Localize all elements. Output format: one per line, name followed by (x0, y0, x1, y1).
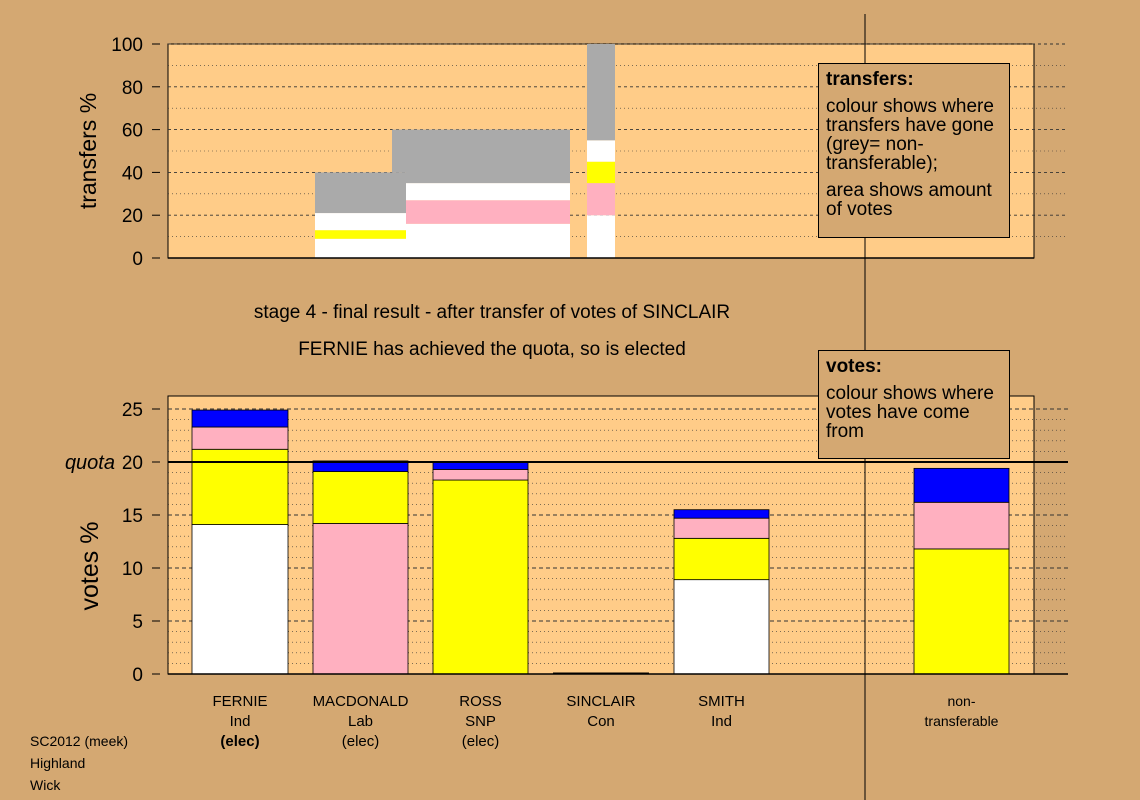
vote-segment-ind (191, 524, 289, 675)
votes-legend-text-1: colour shows where votes have come from (826, 383, 994, 442)
transfer-segment-Ind (587, 140, 615, 162)
votes-tick-label: 10 (122, 559, 143, 580)
vote-segment-lab (432, 469, 529, 481)
candidate-name-label: ROSS (459, 693, 502, 710)
candidate-status-label: (elec) (462, 733, 500, 750)
transfer-column (315, 172, 406, 258)
candidate-bar (673, 509, 770, 675)
transfer-column (587, 44, 615, 258)
candidate-party-label: Con (587, 713, 615, 730)
vote-segment-snp (191, 448, 289, 525)
votes-tick-label: 0 (132, 665, 143, 686)
transfer-segment-Ind (315, 213, 406, 231)
vote-segment-con (673, 509, 770, 519)
transfers-legend-text-2: area shows amount of votes (826, 180, 992, 220)
vote-segment-snp (312, 471, 409, 524)
vote-segment-lab (191, 426, 289, 450)
transfer-segment-SNP (315, 230, 406, 239)
candidate-status-label: (elec) (220, 733, 259, 750)
votes-legend: votes: colour shows where votes have com… (818, 350, 1010, 459)
votes-tick-label: 25 (122, 400, 143, 421)
footer-ward: Wick (30, 777, 61, 793)
footer-council: Highland (30, 755, 86, 771)
transfer-segment-Lab (406, 200, 570, 224)
votes-tick-label: 20 (122, 453, 143, 474)
footer-method: SC2012 (meek) (30, 733, 129, 749)
candidate-name-label: SMITH (698, 693, 745, 710)
transfers-tick-label: 60 (122, 121, 143, 142)
vote-segment-lab (673, 517, 770, 539)
transfers-legend-text-1: colour shows where transfers have gone (… (826, 96, 994, 174)
candidate-party-label: Ind (711, 713, 732, 730)
candidate-party-label: Lab (348, 713, 373, 730)
candidate-bar (191, 409, 289, 675)
votes-chart: 0 5 10 15 20 25 quota votes % FERNIE Ind (elec)… (65, 395, 1068, 750)
transfer-segment-SNP (587, 161, 615, 184)
transfers-tick-label: 100 (111, 35, 143, 56)
candidate-name-label: SINCLAIR (566, 693, 635, 710)
transfers-legend-title: transfers: (826, 69, 914, 90)
vote-segment-lab (312, 523, 409, 675)
transfer-column (406, 129, 570, 258)
stage-description: stage 4 - final result - after transfer … (254, 302, 730, 323)
transfers-tick-label: 40 (122, 163, 143, 184)
transfers-tick-label: 80 (122, 78, 143, 99)
election-outcome: FERNIE has achieved the quota, so is ele… (298, 339, 686, 360)
candidate-party-label: transferable (925, 713, 999, 729)
quota-label: quota (65, 452, 115, 474)
candidate-bar (312, 460, 409, 675)
transfer-segment-non-transferable (315, 172, 406, 214)
candidate-status-label: (elec) (342, 733, 380, 750)
candidate-party-label: Ind (230, 713, 251, 730)
votes-legend-title: votes: (826, 356, 882, 377)
votes-axis-label: votes % (76, 522, 104, 611)
candidate-name-label: MACDONALD (313, 693, 409, 710)
transfer-segment-non-transferable (406, 129, 570, 184)
candidate-bar (432, 461, 529, 675)
vote-segment-con (312, 460, 409, 472)
transfer-segment-Lab (587, 183, 615, 216)
vote-segment-ind (673, 579, 770, 675)
footer-info: SC2012 (meek) Highland Wick (30, 730, 128, 796)
transfer-segment-Ind (587, 215, 615, 258)
transfers-legend: transfers: colour shows where transfers … (818, 63, 1010, 238)
transfers-tick-label: 0 (132, 249, 143, 270)
votes-tick-label: 5 (132, 612, 143, 633)
vote-segment-lab (913, 501, 1010, 550)
transfer-segment-non-transferable (587, 44, 615, 141)
transfer-segment-non-transferable (392, 129, 406, 173)
vote-segment-snp (673, 537, 770, 581)
candidate-name-label: FERNIE (212, 693, 267, 710)
transfer-segment-Ind (315, 238, 406, 258)
transfer-segment-Ind (406, 223, 570, 258)
vote-segment-con (913, 467, 1010, 503)
candidate-party-label: SNP (465, 713, 496, 730)
vote-segment-con (191, 409, 289, 428)
candidate-name-label: non- (947, 693, 975, 709)
transfers-axis-label: transfers % (75, 93, 101, 209)
votes-tick-label: 15 (122, 506, 143, 527)
candidate-bar (913, 467, 1010, 675)
vote-segment-snp (913, 548, 1010, 675)
transfer-segment-Ind (406, 183, 570, 201)
vote-segment-con (432, 461, 529, 470)
transfers-tick-label: 20 (122, 206, 143, 227)
vote-segment-snp (432, 479, 529, 675)
